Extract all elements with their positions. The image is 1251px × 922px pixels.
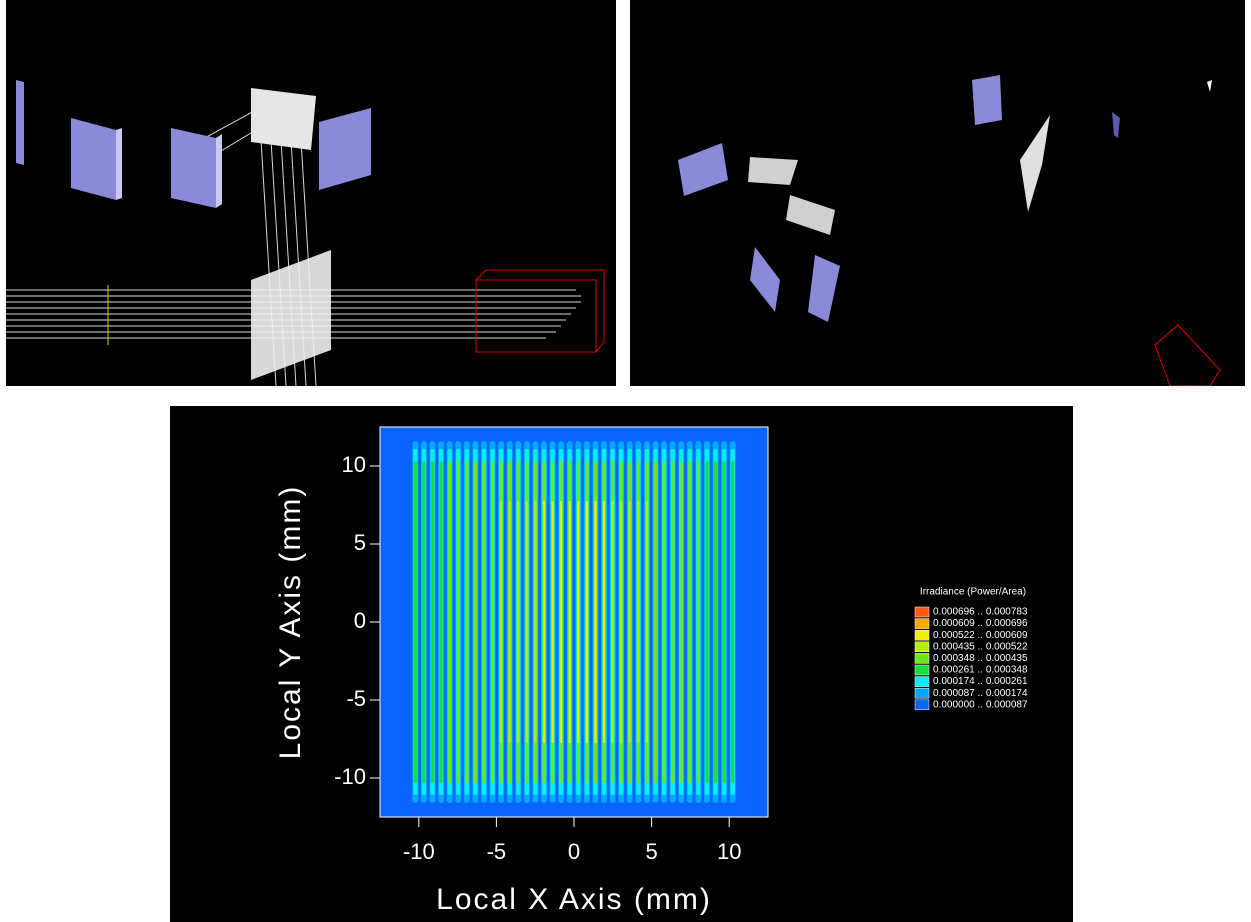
x-tick-label: 10 <box>717 839 741 864</box>
legend-swatch <box>915 642 929 652</box>
fringe <box>543 501 545 743</box>
layout-view-right <box>630 0 1245 386</box>
legend-label: 0.000000 .. 0.000087 <box>933 699 1028 710</box>
legend-label: 0.000087 .. 0.000174 <box>933 688 1028 699</box>
fringe <box>439 461 442 783</box>
fringe <box>534 501 536 743</box>
legend-label: 0.000522 .. 0.000609 <box>933 630 1028 641</box>
fringe <box>654 461 657 783</box>
fringe <box>474 461 477 783</box>
x-tick-label: -10 <box>403 839 435 864</box>
fringe <box>594 501 596 743</box>
legend-swatch <box>915 665 929 675</box>
x-tick-label: 0 <box>568 839 580 864</box>
fringe <box>586 501 588 743</box>
fringe <box>422 461 425 783</box>
fringe <box>620 501 622 743</box>
fringe <box>517 501 519 743</box>
y-tick-label: -5 <box>346 686 366 711</box>
fringe <box>612 501 614 743</box>
page: Local X Axis (mm) Local Y Axis (mm) Irra… <box>0 0 1251 922</box>
fringe <box>569 501 571 743</box>
fringe <box>662 461 665 783</box>
y-tick-label: 10 <box>342 452 366 477</box>
fringe <box>688 461 691 783</box>
fringe <box>465 461 468 783</box>
fringe <box>697 461 700 783</box>
fringe <box>482 461 485 783</box>
fringe <box>552 501 554 743</box>
fringe <box>646 501 648 743</box>
fringe <box>448 461 451 783</box>
fringe <box>457 461 460 783</box>
fringe <box>560 501 562 743</box>
legend-label: 0.000435 .. 0.000522 <box>933 641 1028 652</box>
fringe <box>731 461 734 783</box>
fringe <box>603 501 605 743</box>
fringe <box>705 461 708 783</box>
fringe <box>491 461 494 783</box>
legend-swatch <box>915 688 929 698</box>
legend-swatch <box>915 677 929 687</box>
legend-label: 0.000696 .. 0.000783 <box>933 607 1028 618</box>
y-tick-label: -10 <box>334 764 366 789</box>
legend-label: 0.000174 .. 0.000261 <box>933 676 1028 687</box>
layout-view-left <box>6 0 616 386</box>
fringe <box>671 461 674 783</box>
fringe <box>637 501 639 743</box>
fringe <box>714 461 717 783</box>
legend-label: 0.000261 .. 0.000348 <box>933 665 1028 676</box>
irradiance-chart: Local X Axis (mm) Local Y Axis (mm) Irra… <box>170 406 1073 922</box>
fringe <box>509 501 511 743</box>
fringe <box>431 461 434 783</box>
legend-title: Irradiance (Power/Area) <box>920 587 1026 598</box>
legend-label: 0.000609 .. 0.000696 <box>933 618 1028 629</box>
x-tick-label: -5 <box>487 839 507 864</box>
fringe <box>500 501 502 743</box>
fringe <box>577 501 579 743</box>
fringe <box>722 461 725 783</box>
y-tick-label: 5 <box>354 530 366 555</box>
fringe <box>680 461 683 783</box>
legend-swatch <box>915 653 929 663</box>
y-tick-label: 0 <box>354 608 366 633</box>
x-tick-label: 5 <box>645 839 657 864</box>
legend-swatch <box>915 630 929 640</box>
fringe <box>526 501 528 743</box>
legend-swatch <box>915 700 929 710</box>
legend-swatch <box>915 619 929 629</box>
legend-swatch <box>915 607 929 617</box>
fringe <box>629 501 631 743</box>
legend-label: 0.000348 .. 0.000435 <box>933 653 1028 664</box>
y-axis-label: Local Y Axis (mm) <box>274 485 307 760</box>
x-axis-label: Local X Axis (mm) <box>436 883 712 916</box>
fringe <box>414 461 417 783</box>
